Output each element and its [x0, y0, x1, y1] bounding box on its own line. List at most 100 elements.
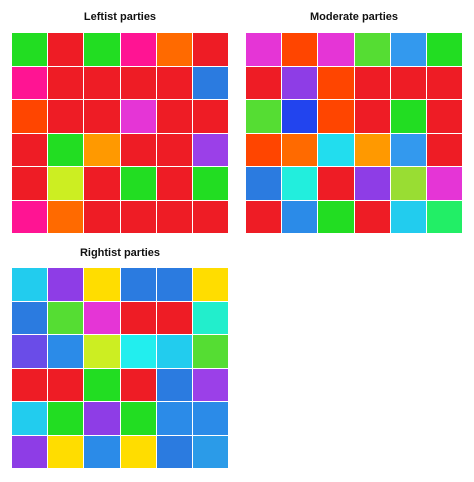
- rightist-grid-cell: [12, 268, 48, 301]
- rightist-grid-cell: [156, 368, 192, 401]
- leftist-grid-cell: [48, 133, 84, 166]
- moderate-grid-cell: [282, 66, 318, 99]
- rightist-grid-cell: [192, 301, 228, 334]
- leftist-parties-title: Leftist parties: [83, 11, 157, 23]
- rightist-grid-cell: [192, 368, 228, 401]
- rightist-grid-cell: [156, 335, 192, 368]
- moderate-grid-cell: [318, 167, 354, 200]
- rightist-grid-cell: [120, 368, 156, 401]
- leftist-grid-cell: [84, 133, 120, 166]
- leftist-parties-grid: [12, 33, 228, 233]
- leftist-grid-cell: [84, 66, 120, 99]
- rightist-grid-cell: [156, 301, 192, 334]
- leftist-grid-cell: [12, 66, 48, 99]
- leftist-grid-cell: [48, 66, 84, 99]
- moderate-grid-cell: [390, 167, 426, 200]
- leftist-grid-cell: [120, 33, 156, 66]
- moderate-grid-cell: [246, 100, 282, 133]
- leftist-grid-cell: [48, 100, 84, 133]
- moderate-grid-cell: [426, 200, 462, 233]
- rightist-grid-cell: [192, 268, 228, 301]
- leftist-grid-cell: [192, 167, 228, 200]
- rightist-grid-cell: [84, 402, 120, 435]
- rightist-grid-cell: [12, 402, 48, 435]
- leftist-grid-cell: [120, 133, 156, 166]
- rightist-grid-cell: [84, 368, 120, 401]
- leftist-grid-cell: [156, 200, 192, 233]
- leftist-grid-cell: [156, 133, 192, 166]
- moderate-grid-cell: [282, 200, 318, 233]
- rightist-grid-cell: [12, 301, 48, 334]
- rightist-grid-cell: [12, 335, 48, 368]
- rightist-grid-cell: [192, 335, 228, 368]
- moderate-grid-cell: [354, 167, 390, 200]
- leftist-grid-cell: [12, 167, 48, 200]
- moderate-grid-cell: [282, 133, 318, 166]
- rightist-grid-cell: [84, 435, 120, 468]
- rightist-grid-cell: [156, 402, 192, 435]
- leftist-grid-cell: [192, 100, 228, 133]
- moderate-grid-cell: [390, 33, 426, 66]
- leftist-grid-cell: [84, 33, 120, 66]
- moderate-grid-cell: [426, 167, 462, 200]
- leftist-grid-cell: [84, 167, 120, 200]
- moderate-grid-cell: [354, 100, 390, 133]
- rightist-grid-cell: [48, 435, 84, 468]
- moderate-grid-cell: [282, 167, 318, 200]
- moderate-grid-cell: [354, 133, 390, 166]
- leftist-grid-cell: [12, 133, 48, 166]
- moderate-grid-cell: [390, 100, 426, 133]
- leftist-grid-cell: [48, 33, 84, 66]
- rightist-grid-cell: [120, 402, 156, 435]
- leftist-grid-cell: [12, 100, 48, 133]
- leftist-grid-cell: [84, 200, 120, 233]
- moderate-grid-cell: [246, 33, 282, 66]
- moderate-grid-cell: [390, 133, 426, 166]
- rightist-grid-cell: [120, 435, 156, 468]
- moderate-grid-cell: [426, 100, 462, 133]
- moderate-grid-cell: [282, 33, 318, 66]
- rightist-grid-cell: [156, 435, 192, 468]
- moderate-grid-cell: [318, 133, 354, 166]
- leftist-grid-cell: [192, 133, 228, 166]
- moderate-parties-title: Moderate parties: [309, 11, 399, 23]
- leftist-grid-cell: [120, 100, 156, 133]
- moderate-grid-cell: [246, 200, 282, 233]
- leftist-grid-cell: [120, 200, 156, 233]
- moderate-grid-cell: [426, 33, 462, 66]
- leftist-grid-cell: [156, 100, 192, 133]
- moderate-grid-cell: [246, 133, 282, 166]
- rightist-grid-cell: [48, 268, 84, 301]
- rightist-grid-cell: [12, 368, 48, 401]
- moderate-grid-cell: [390, 200, 426, 233]
- leftist-grid-cell: [12, 200, 48, 233]
- leftist-grid-cell: [12, 33, 48, 66]
- moderate-grid-cell: [354, 200, 390, 233]
- moderate-parties-grid: [246, 33, 462, 233]
- rightist-parties-title: Rightist parties: [79, 247, 161, 259]
- leftist-grid-cell: [192, 200, 228, 233]
- moderate-grid-cell: [318, 33, 354, 66]
- moderate-grid-cell: [246, 167, 282, 200]
- moderate-grid-cell: [318, 100, 354, 133]
- leftist-grid-cell: [120, 167, 156, 200]
- leftist-grid-cell: [156, 33, 192, 66]
- rightist-grid-cell: [192, 402, 228, 435]
- rightist-grid-cell: [48, 402, 84, 435]
- moderate-grid-cell: [354, 66, 390, 99]
- rightist-grid-cell: [48, 301, 84, 334]
- moderate-grid-cell: [354, 33, 390, 66]
- rightist-grid-cell: [48, 335, 84, 368]
- rightist-grid-cell: [156, 268, 192, 301]
- rightist-grid-cell: [192, 435, 228, 468]
- leftist-grid-cell: [156, 66, 192, 99]
- rightist-grid-cell: [48, 368, 84, 401]
- rightist-grid-cell: [84, 301, 120, 334]
- rightist-grid-cell: [120, 335, 156, 368]
- leftist-grid-cell: [48, 200, 84, 233]
- leftist-grid-cell: [156, 167, 192, 200]
- rightist-grid-cell: [120, 268, 156, 301]
- moderate-grid-cell: [318, 66, 354, 99]
- moderate-grid-cell: [282, 100, 318, 133]
- moderate-grid-cell: [426, 66, 462, 99]
